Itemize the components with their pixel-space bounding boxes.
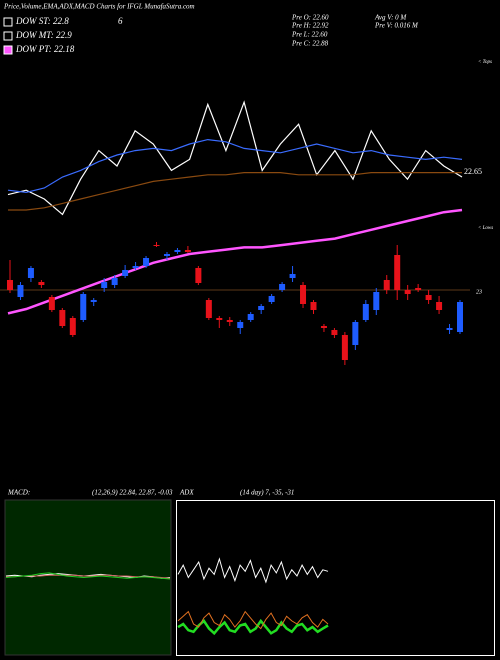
- candle-body: [373, 292, 380, 310]
- candle-body: [383, 280, 390, 290]
- adx-params: (14 day) 7, -35, -31: [240, 489, 294, 497]
- candle-body: [48, 297, 55, 310]
- indicator-line: [7, 208, 463, 315]
- legend-swatch: [3, 17, 13, 27]
- adx-line: [177, 557, 329, 584]
- candle-body: [143, 258, 150, 266]
- candle-body: [404, 290, 411, 294]
- marker: 6: [118, 16, 123, 26]
- candle-body: [17, 285, 24, 297]
- candle-body: [69, 318, 76, 335]
- candle-body: [111, 278, 118, 285]
- candle-body: [331, 330, 338, 335]
- candle-body: [59, 310, 66, 326]
- candle-body: [415, 288, 422, 290]
- candle-body: [122, 270, 129, 276]
- quote: Pre O: 22.60: [291, 14, 329, 22]
- volume: Pre V: 0.016 M: [374, 22, 419, 30]
- candle-body: [101, 282, 108, 288]
- candle-body: [300, 285, 307, 304]
- tops-label: < Tops: [478, 60, 492, 65]
- candle-body: [457, 302, 463, 332]
- chart-title: Price,Volume,EMA,ADX,MACD Charts for IFG…: [3, 3, 195, 11]
- candle-body: [320, 326, 327, 328]
- candle-body: [184, 250, 191, 252]
- indicator-line: [7, 138, 463, 194]
- candle-body: [362, 304, 369, 320]
- legend-entry: DOW PT: 22.18: [15, 44, 75, 54]
- quote: Pre H: 22.92: [291, 22, 329, 30]
- candle-body: [247, 314, 254, 320]
- candle-body: [132, 266, 139, 268]
- candle-body: [27, 268, 34, 278]
- adx-title: ADX: [179, 489, 194, 497]
- candle-body: [153, 245, 160, 246]
- candle-body: [394, 255, 401, 290]
- macd-params: (12,26,9) 22.84, 22.87, -0.03: [92, 489, 173, 497]
- candle-body: [195, 268, 202, 283]
- lows-label: < Lows: [478, 226, 493, 231]
- candle-body: [289, 274, 296, 278]
- candle-body: [163, 254, 170, 256]
- candle-body: [38, 282, 45, 285]
- adx-line: [177, 610, 329, 630]
- macd-title: MACD:: [7, 489, 30, 497]
- candle-body: [268, 296, 275, 302]
- candle-body: [205, 300, 212, 318]
- candle-body: [174, 250, 181, 252]
- indicator-line: [7, 100, 463, 216]
- candle-body: [237, 322, 244, 328]
- indicator-line: [8, 172, 462, 211]
- level-label: 23: [476, 289, 482, 295]
- legend-swatch: [3, 31, 13, 41]
- candle-body: [352, 322, 359, 345]
- candle-body: [279, 284, 286, 290]
- candle-body: [436, 302, 443, 310]
- candle-body: [7, 280, 13, 290]
- candle-body: [80, 294, 87, 320]
- adx-panel: [176, 500, 495, 656]
- candle-body: [258, 306, 265, 310]
- candle-body: [341, 335, 348, 360]
- candle-body: [425, 295, 432, 300]
- quote: Pre L: 22.60: [291, 31, 328, 39]
- macd-line: [5, 572, 171, 580]
- candle-body: [446, 328, 453, 330]
- candle-body: [226, 320, 233, 322]
- legend-swatch: [3, 45, 13, 55]
- last-price: 22.65: [464, 167, 482, 176]
- quote: Pre C: 22.88: [291, 40, 329, 48]
- volume: Avg V: 0 M: [374, 14, 407, 22]
- legend-entry: DOW MT: 22.9: [15, 30, 72, 40]
- candle-body: [310, 302, 317, 310]
- adx-line: [177, 618, 329, 636]
- candle-body: [90, 300, 97, 302]
- legend-entry: DOW ST: 22.8: [15, 16, 69, 26]
- candle-body: [216, 318, 223, 320]
